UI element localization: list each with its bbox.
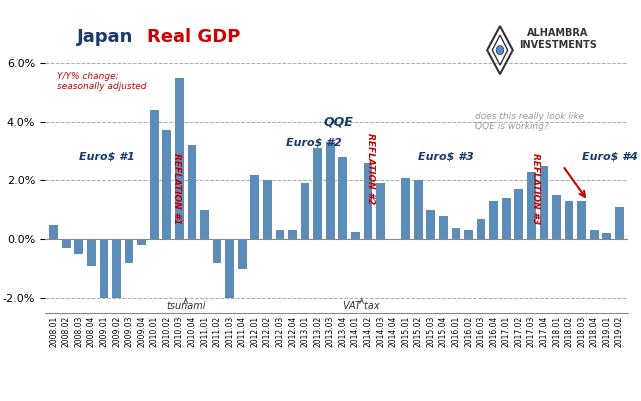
- Text: REFLATION #2: REFLATION #2: [366, 133, 375, 204]
- Text: QQE: QQE: [324, 115, 354, 128]
- Bar: [213, 239, 222, 263]
- Bar: [527, 172, 536, 239]
- Bar: [188, 145, 196, 239]
- Bar: [150, 110, 158, 239]
- Bar: [451, 227, 460, 239]
- Text: Euro$ #2: Euro$ #2: [287, 137, 342, 147]
- Bar: [251, 174, 259, 239]
- Bar: [74, 239, 83, 254]
- Bar: [414, 180, 422, 239]
- Text: Euro$ #3: Euro$ #3: [418, 152, 474, 162]
- Bar: [615, 207, 624, 239]
- Bar: [464, 231, 473, 239]
- Bar: [200, 210, 209, 239]
- Bar: [515, 189, 523, 239]
- Bar: [552, 195, 561, 239]
- Bar: [288, 231, 297, 239]
- Bar: [62, 239, 71, 248]
- Bar: [439, 216, 448, 239]
- Text: REFLATION #1: REFLATION #1: [172, 153, 181, 225]
- Bar: [489, 201, 498, 239]
- Bar: [338, 157, 347, 239]
- Bar: [603, 233, 612, 239]
- Bar: [301, 183, 310, 239]
- Bar: [326, 142, 335, 239]
- Text: VAT tax: VAT tax: [344, 298, 380, 311]
- Text: REFLATION #3: REFLATION #3: [531, 153, 540, 225]
- Bar: [225, 239, 234, 298]
- Bar: [87, 239, 96, 266]
- Bar: [363, 163, 372, 239]
- Bar: [162, 130, 171, 239]
- Text: Real GDP: Real GDP: [147, 28, 241, 46]
- Bar: [137, 239, 146, 245]
- Bar: [502, 198, 511, 239]
- Bar: [49, 225, 58, 239]
- Bar: [578, 201, 586, 239]
- Bar: [477, 219, 485, 239]
- Bar: [565, 201, 574, 239]
- Text: Euro$ #1: Euro$ #1: [79, 152, 135, 162]
- Text: ALHAMBRA
INVESTMENTS: ALHAMBRA INVESTMENTS: [519, 28, 597, 50]
- Text: does this really look like
QQE is working?: does this really look like QQE is workin…: [475, 112, 584, 132]
- Bar: [426, 210, 435, 239]
- Circle shape: [496, 46, 504, 55]
- Text: Japan: Japan: [77, 28, 140, 46]
- Bar: [351, 232, 360, 239]
- Bar: [112, 239, 121, 298]
- Bar: [99, 239, 108, 298]
- Bar: [540, 166, 548, 239]
- Bar: [263, 180, 272, 239]
- Bar: [590, 231, 599, 239]
- Bar: [125, 239, 133, 263]
- Bar: [238, 239, 247, 269]
- Text: Y/Y% change;
seasonally adjusted: Y/Y% change; seasonally adjusted: [58, 72, 147, 91]
- Bar: [401, 178, 410, 239]
- Bar: [175, 77, 184, 239]
- Bar: [313, 148, 322, 239]
- Text: tsunami: tsunami: [166, 298, 205, 311]
- Bar: [276, 231, 285, 239]
- Bar: [376, 183, 385, 239]
- Text: Euro$ #4: Euro$ #4: [581, 152, 637, 162]
